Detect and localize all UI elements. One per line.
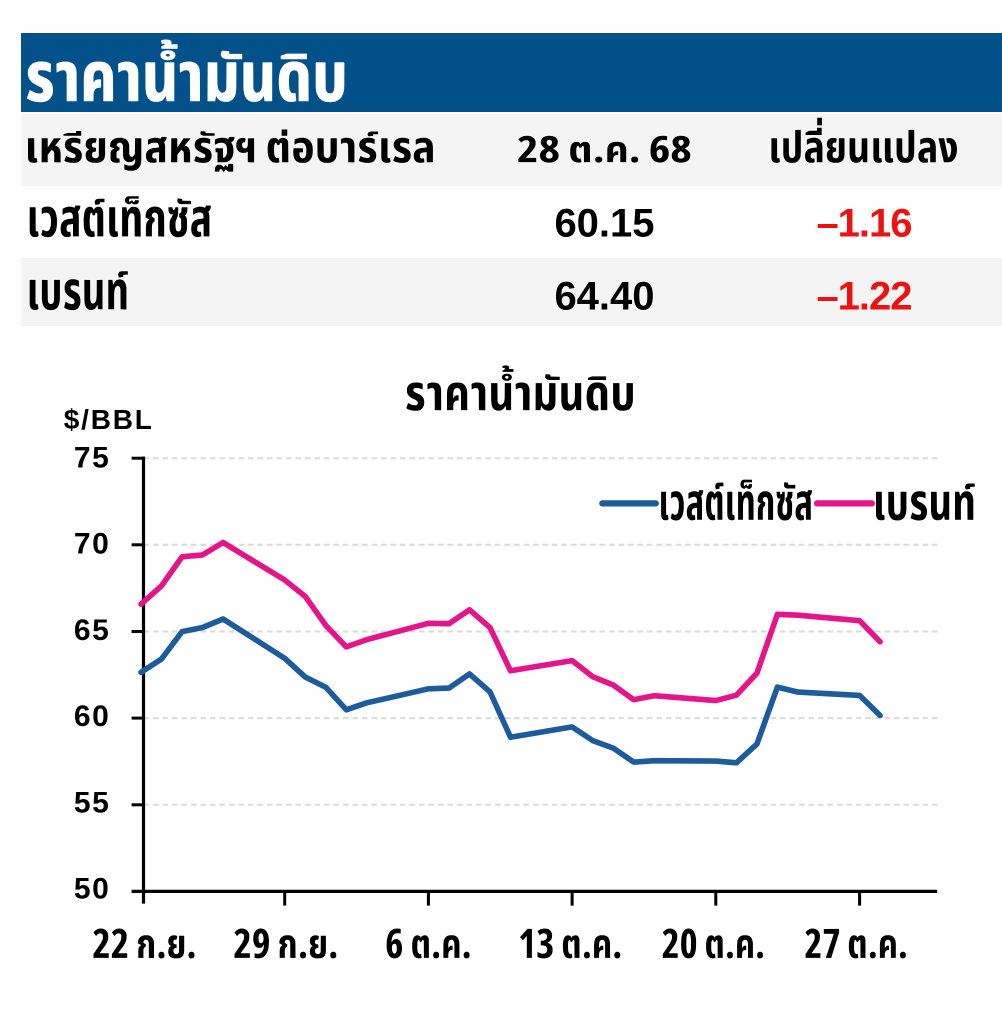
svg-text:60.15: 60.15 [554, 202, 654, 246]
svg-text:70: 70 [74, 528, 110, 561]
svg-text:65: 65 [74, 614, 110, 647]
svg-text:75: 75 [74, 441, 110, 474]
svg-text:–1.22: –1.22 [816, 275, 911, 319]
svg-text:–1.16: –1.16 [816, 202, 911, 246]
svg-text:$/BBL: $/BBL [64, 404, 154, 435]
svg-text:50: 50 [74, 873, 110, 906]
svg-text:55: 55 [74, 786, 110, 819]
svg-text:64.40: 64.40 [554, 275, 654, 319]
svg-text:60: 60 [74, 700, 110, 733]
